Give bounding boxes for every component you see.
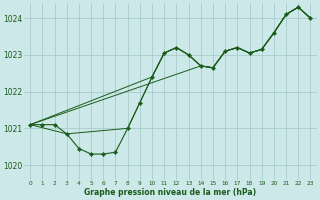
X-axis label: Graphe pression niveau de la mer (hPa): Graphe pression niveau de la mer (hPa) [84,188,256,197]
